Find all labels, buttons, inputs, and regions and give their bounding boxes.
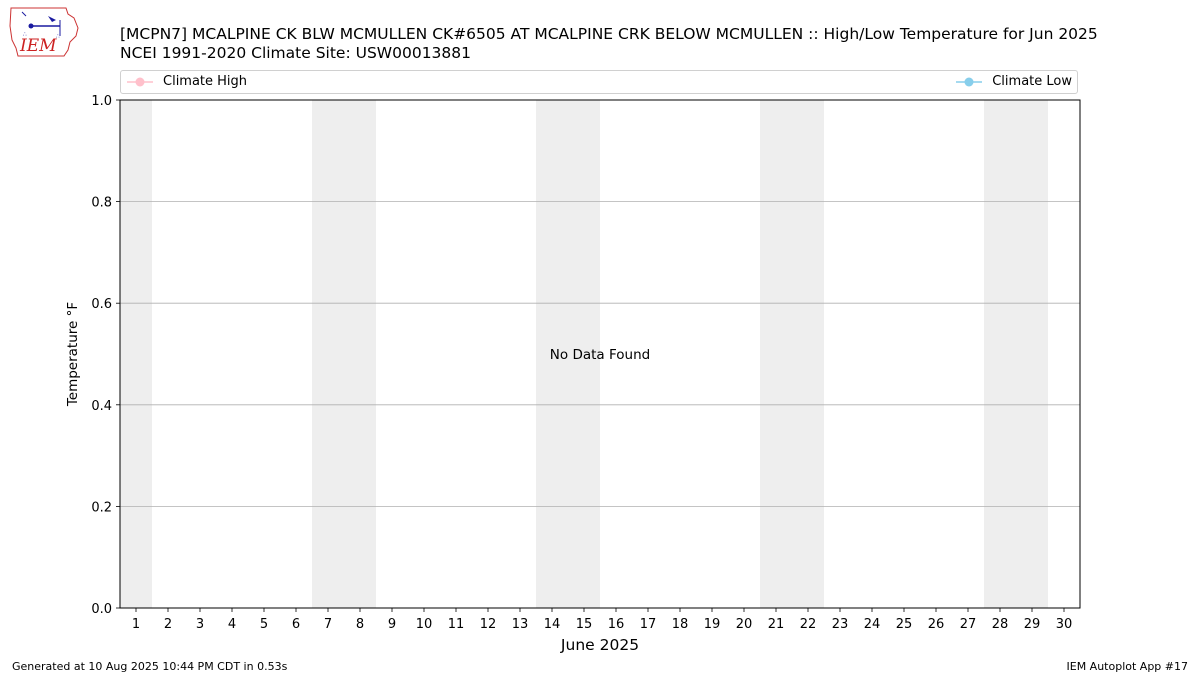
y-axis-label: Temperature °F <box>65 302 81 407</box>
generated-timestamp: Generated at 10 Aug 2025 10:44 PM CDT in… <box>12 660 288 673</box>
x-tick-label: 4 <box>228 617 236 632</box>
legend-item-climate-low: Climate Low <box>954 74 1072 89</box>
x-tick-label: 16 <box>608 617 625 632</box>
x-tick-label: 12 <box>480 617 497 632</box>
x-tick-label: 8 <box>356 617 364 632</box>
weekend-band <box>312 100 376 608</box>
y-tick-label: 0.4 <box>91 399 112 414</box>
y-tick-label: 0.6 <box>91 297 112 312</box>
legend-item-climate-high: Climate High <box>125 74 247 89</box>
weekend-band <box>120 100 152 608</box>
plot-frame <box>119 99 1081 609</box>
x-tick-label: 1 <box>132 617 140 632</box>
legend-label-climate-low: Climate Low <box>992 74 1072 89</box>
x-tick-label: 26 <box>928 617 945 632</box>
logo-text: IEM <box>19 36 57 56</box>
x-tick-label: 10 <box>416 617 433 632</box>
x-tick-label: 29 <box>1024 617 1041 632</box>
climate-high-swatch-icon <box>127 77 153 86</box>
climate-low-swatch-icon <box>956 77 983 86</box>
y-tick-label: 0.8 <box>91 196 112 211</box>
x-tick-label: 7 <box>324 617 332 632</box>
x-tick-label: 6 <box>292 617 300 632</box>
x-tick-label: 28 <box>992 617 1009 632</box>
x-tick-label: 25 <box>896 617 913 632</box>
x-tick-label: 13 <box>512 617 529 632</box>
weekend-band <box>760 100 824 608</box>
x-tick-label: 11 <box>448 617 465 632</box>
x-tick-label: 27 <box>960 617 977 632</box>
x-tick-label: 3 <box>196 617 204 632</box>
svg-text:∴: ∴ <box>56 33 60 40</box>
x-tick-label: 19 <box>704 617 721 632</box>
chart-subtitle: NCEI 1991-2020 Climate Site: USW00013881 <box>120 44 472 62</box>
x-tick-label: 18 <box>672 617 689 632</box>
svg-text:∴: ∴ <box>23 31 27 38</box>
weekend-band <box>984 100 1048 608</box>
x-tick-label: 30 <box>1056 617 1073 632</box>
x-tick-label: 14 <box>544 617 561 632</box>
legend: Climate High Climate Low <box>120 70 1078 94</box>
weekend-band <box>536 100 600 608</box>
x-tick-label: 21 <box>768 617 785 632</box>
iem-logo: ∴ ∴ IEM <box>8 6 82 64</box>
x-tick-label: 2 <box>164 617 172 632</box>
y-tick-label: 0.0 <box>91 602 112 617</box>
x-tick-label: 24 <box>864 617 881 632</box>
x-tick-label: 15 <box>576 617 593 632</box>
no-data-annotation: No Data Found <box>550 347 650 363</box>
chart-title: [MCPN7] MCALPINE CK BLW MCMULLEN CK#6505… <box>120 25 1098 43</box>
autoplot-app-label: IEM Autoplot App #17 <box>1066 660 1189 673</box>
y-tick-label: 0.2 <box>91 500 112 515</box>
x-tick-label: 20 <box>736 617 753 632</box>
x-axis-label: June 2025 <box>560 636 639 654</box>
x-tick-label: 9 <box>388 617 396 632</box>
legend-label-climate-high: Climate High <box>163 74 248 89</box>
x-tick-label: 23 <box>832 617 849 632</box>
y-tick-label: 1.0 <box>91 94 112 109</box>
x-tick-label: 17 <box>640 617 657 632</box>
x-tick-label: 5 <box>260 617 268 632</box>
x-tick-label: 22 <box>800 617 817 632</box>
